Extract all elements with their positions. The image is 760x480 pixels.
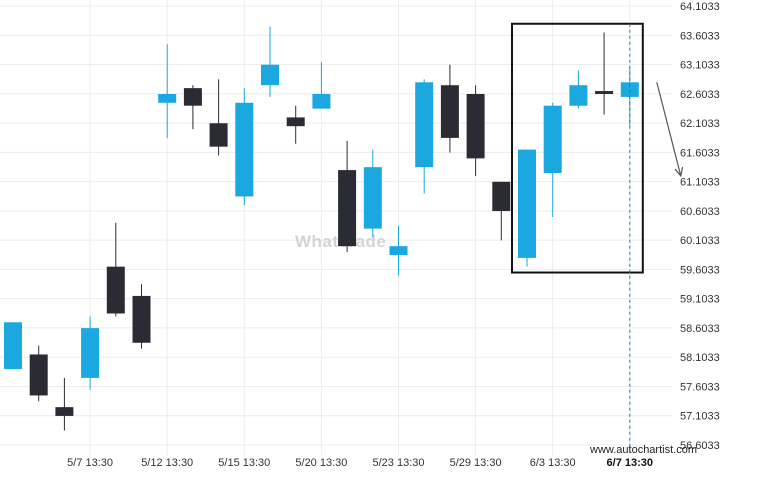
candle-body [4, 322, 22, 370]
candle-body [415, 82, 434, 168]
y-tick-label: 60.1033 [680, 235, 720, 247]
x-tick-label: 5/12 13:30 [141, 457, 193, 469]
candle-body [518, 149, 536, 258]
candle-body [261, 64, 279, 86]
x-tick-label: 5/7 13:30 [67, 457, 113, 469]
x-tick-label: 5/20 13:30 [295, 457, 347, 469]
candle-body [81, 328, 100, 378]
y-tick-label: 61.6033 [680, 147, 720, 159]
y-tick-label: 60.6033 [680, 206, 720, 218]
pattern-overlay [511, 22, 684, 455]
x-tick-label: 5/23 13:30 [373, 457, 425, 469]
candle-body [29, 354, 48, 396]
y-tick-label: 59.1033 [680, 294, 720, 306]
candle-body [363, 167, 382, 229]
x-tick-label: 5/15 13:30 [218, 457, 270, 469]
candle-body [158, 93, 177, 103]
candle-body [466, 93, 485, 159]
y-tick-label: 58.1033 [680, 352, 720, 364]
x-tick-label: 6/7 13:30 [607, 457, 653, 469]
y-tick-label: 64.1033 [680, 1, 720, 13]
candle-body [543, 105, 562, 174]
projection-arrow [656, 82, 682, 177]
x-tick-label: 6/3 13:30 [530, 457, 576, 469]
y-tick-label: 56.6033 [680, 440, 720, 452]
y-tick-label: 58.6033 [680, 323, 720, 335]
y-axis-labels: 64.1033 63.6033 63.1033 62.6033 62.1033 61.60… [680, 1, 720, 452]
y-tick-label: 63.1033 [680, 60, 720, 72]
candle-body [389, 246, 408, 255]
pattern-highlight-box [511, 22, 644, 274]
candle-body [235, 102, 254, 197]
candle-body [209, 123, 228, 147]
candle-body [55, 407, 74, 416]
y-tick-label: 57.1033 [680, 411, 720, 423]
projection-arrow-head [674, 166, 684, 178]
candle-body [620, 82, 639, 97]
y-tick-label: 62.1033 [680, 118, 720, 130]
candle-body [312, 93, 331, 109]
candle-body [492, 181, 511, 212]
candle-body [183, 88, 202, 106]
grid-lines [0, 0, 672, 455]
y-tick-label: 59.6033 [680, 264, 720, 276]
candle-body [106, 266, 125, 314]
x-tick-label: 5/29 13:30 [450, 457, 502, 469]
x-axis-labels: 5/7 13:30 5/12 13:30 5/15 13:30 5/20 13:30 5… [67, 457, 653, 469]
candle-body [440, 85, 459, 138]
y-tick-label: 61.1033 [680, 177, 720, 189]
candle-body [286, 117, 305, 127]
candle-body [569, 85, 588, 106]
credit-text: www.autochartist.com [589, 444, 697, 456]
candle-body [338, 170, 357, 247]
candle-body [132, 295, 151, 343]
candle-body [595, 91, 614, 94]
candles [4, 26, 639, 431]
y-tick-label: 63.6033 [680, 30, 720, 42]
y-tick-label: 57.6033 [680, 381, 720, 393]
y-tick-label: 62.6033 [680, 89, 720, 101]
